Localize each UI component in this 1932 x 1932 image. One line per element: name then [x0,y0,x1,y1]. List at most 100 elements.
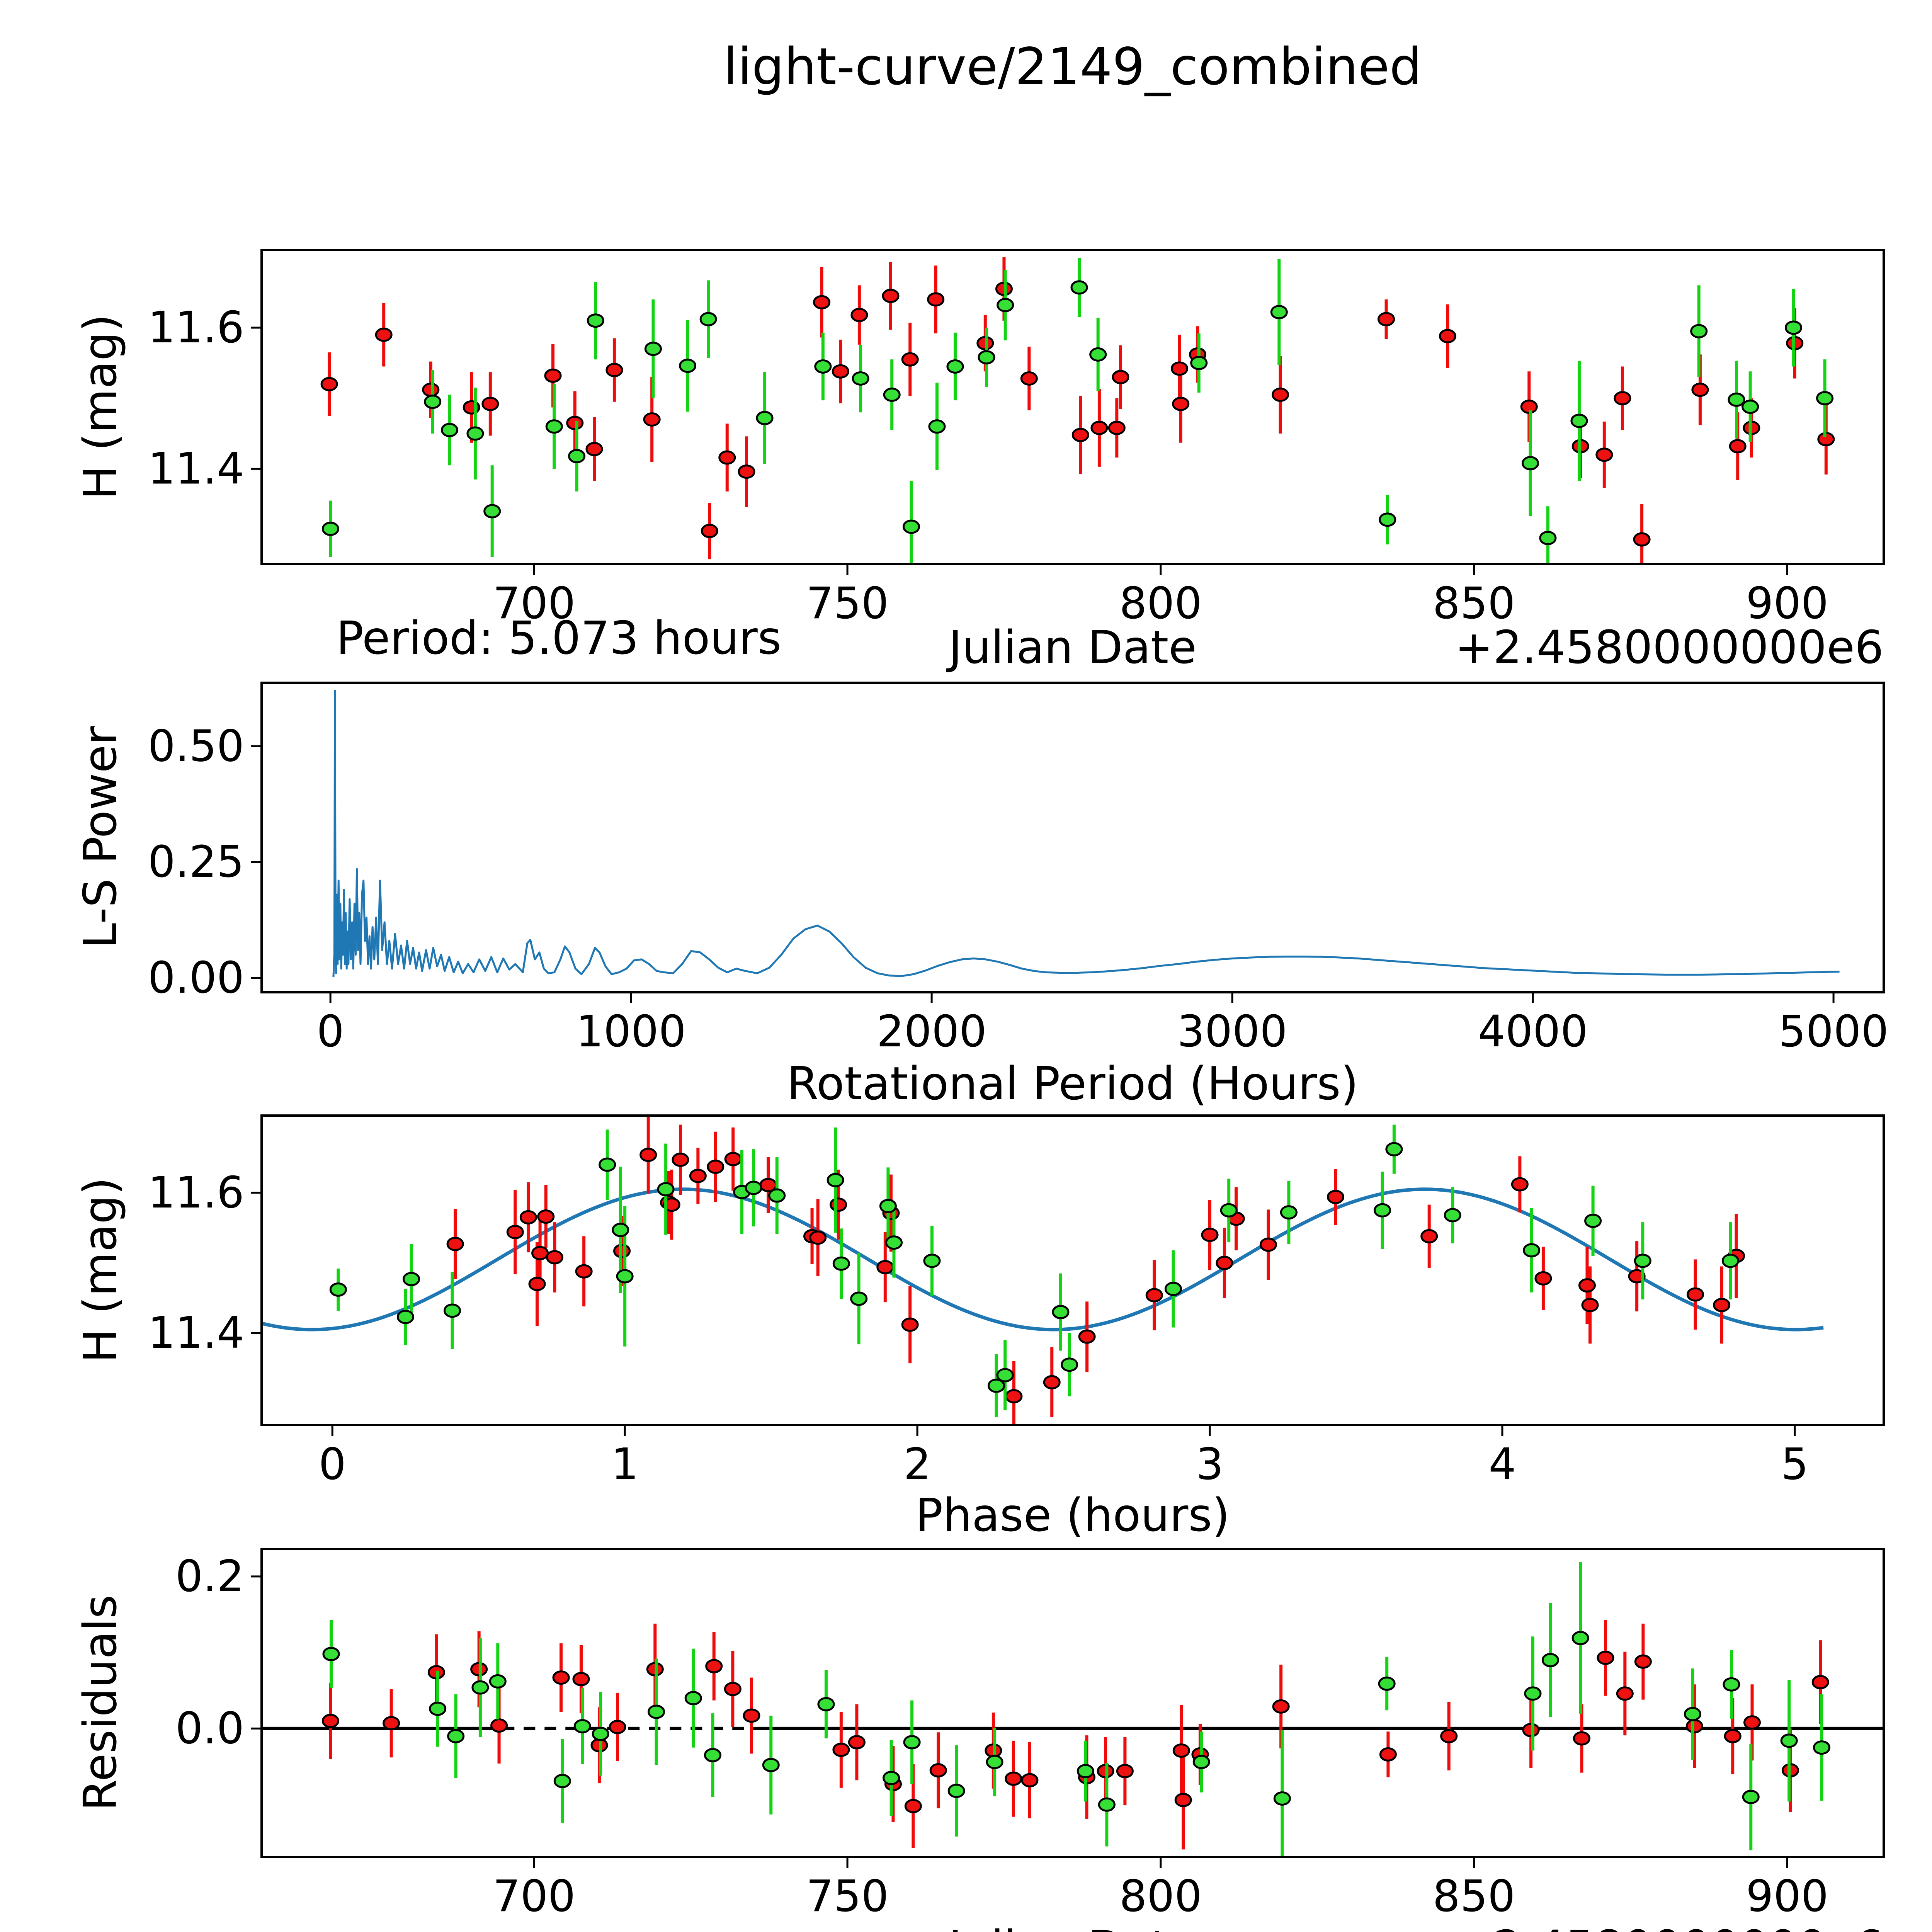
y-tick-label: 0.2 [175,1551,244,1602]
data-point [1098,1797,1116,1812]
x-tick-label: 750 [806,578,889,629]
data-point [447,1729,465,1743]
data-point [986,1755,1003,1769]
data-point [506,1225,524,1240]
data-point [902,519,920,534]
y-tick-label: 0.25 [148,837,244,887]
data-point [1522,1723,1540,1737]
jd_lightcurve-clipped-content [320,257,1835,564]
data-point [1616,1686,1634,1701]
data-point [1116,1764,1134,1779]
data-point [612,1223,629,1237]
data-point [648,1704,665,1719]
data-point [481,396,499,411]
jd-plot-content: 700 750 800 850 900 11.4 11.6 [148,249,1885,629]
data-point [701,524,718,538]
data-point [1439,329,1456,344]
data-point [1628,1269,1646,1284]
phase-plot: 0 1 2 3 4 5 11.4 11.6 H (mag) Phase (hours) [73,1114,1885,1542]
data-point [575,1264,593,1279]
x-tick-label: 850 [1433,578,1515,629]
periodogram-curve [332,689,1840,977]
data-point [707,1160,724,1174]
data-point [1690,324,1708,338]
data-point [553,1774,571,1788]
periodogram-ylabel: L-S Power [73,726,127,949]
x-tick-label: 1000 [576,1007,686,1057]
red-markers [446,1148,1745,1404]
data-point [1089,347,1107,362]
data-point [1724,1729,1742,1743]
tick-marks: 700 750 800 850 900 11.4 11.6 [148,303,1829,629]
data-point [1078,1329,1096,1344]
jd-plot: 700 750 800 850 900 11.4 11.6 H (mag) Period: … [73,249,1885,674]
data-point [1273,1791,1291,1806]
data-point [1378,312,1395,327]
periodogram-content: 0 1000 2000 3000 4000 5000 0.00 0.25 0.50 [148,682,1889,1057]
x-tick-label: 850 [1433,1871,1515,1922]
data-point [1272,1699,1290,1714]
data-point [1327,1190,1344,1204]
data-point [923,1253,941,1268]
data-point [320,377,338,391]
data-point [639,1148,657,1162]
data-point [743,1708,760,1723]
x-tick-label: 0 [317,1007,344,1057]
y-tick-label: 0.50 [148,721,244,771]
data-point [322,1647,340,1662]
data-point [446,1236,464,1251]
data-point [1201,1228,1219,1242]
periodogram-plot: 0 1000 2000 3000 4000 5000 0.00 0.25 0.50 L-S Po… [73,682,1889,1110]
data-point [1511,1177,1529,1192]
data-point [1723,1677,1740,1692]
data-point [329,1282,347,1297]
data-point [1385,1142,1403,1156]
data-point [383,1716,400,1731]
data-point [1729,439,1747,454]
data-point [699,312,717,327]
plot-frame [260,1548,1885,1858]
sinusoid-fit-curve [262,1187,1824,1332]
data-point [1164,1282,1182,1296]
data-point [609,1719,626,1734]
data-point [566,416,584,430]
data-point [852,371,869,386]
residuals-clipped-content [262,1562,1884,1857]
periodogram-clipped-content [332,689,1840,977]
data-point [704,1748,721,1762]
data-point [928,419,946,434]
data-point [762,1758,780,1772]
x-tick-label: 0 [319,1439,346,1490]
data-point [885,1235,903,1250]
data-point [997,298,1014,313]
data-point [1633,532,1651,547]
phase-plot-xlabel: Phase (hours) [915,1488,1230,1542]
data-point [1112,370,1129,384]
data-point [1581,1298,1599,1312]
data-point [1687,1287,1704,1302]
data-point [1444,1208,1461,1223]
data-point [946,359,964,374]
data-point [544,368,562,383]
data-point [644,342,662,356]
y-tick-label: 11.4 [148,1308,244,1358]
data-point [1220,1203,1238,1218]
data-point [1570,413,1588,428]
data-point [572,1672,590,1687]
x-tick-label: 2 [903,1439,931,1490]
plot-frame [260,682,1885,993]
data-point [1573,1731,1590,1746]
x-tick-label: 3000 [1177,1007,1287,1057]
data-point [1090,420,1108,435]
data-point [1043,1375,1061,1389]
phase-plot-ylabel: H (mag) [73,1177,127,1363]
figure-title: light-curve/2149_combined [723,37,1422,97]
data-point [1192,1755,1210,1769]
data-point [1077,1764,1094,1779]
data-point [1172,396,1190,411]
data-point [429,1701,447,1716]
red-markers [320,281,1835,547]
residuals-plot: 700 750 800 850 900 0.0 0.2 Residuals Julian D… [73,1548,1885,1932]
data-point [830,1197,847,1212]
jd-plot-axis-offset: +2.4580000000e6 [1455,621,1884,674]
